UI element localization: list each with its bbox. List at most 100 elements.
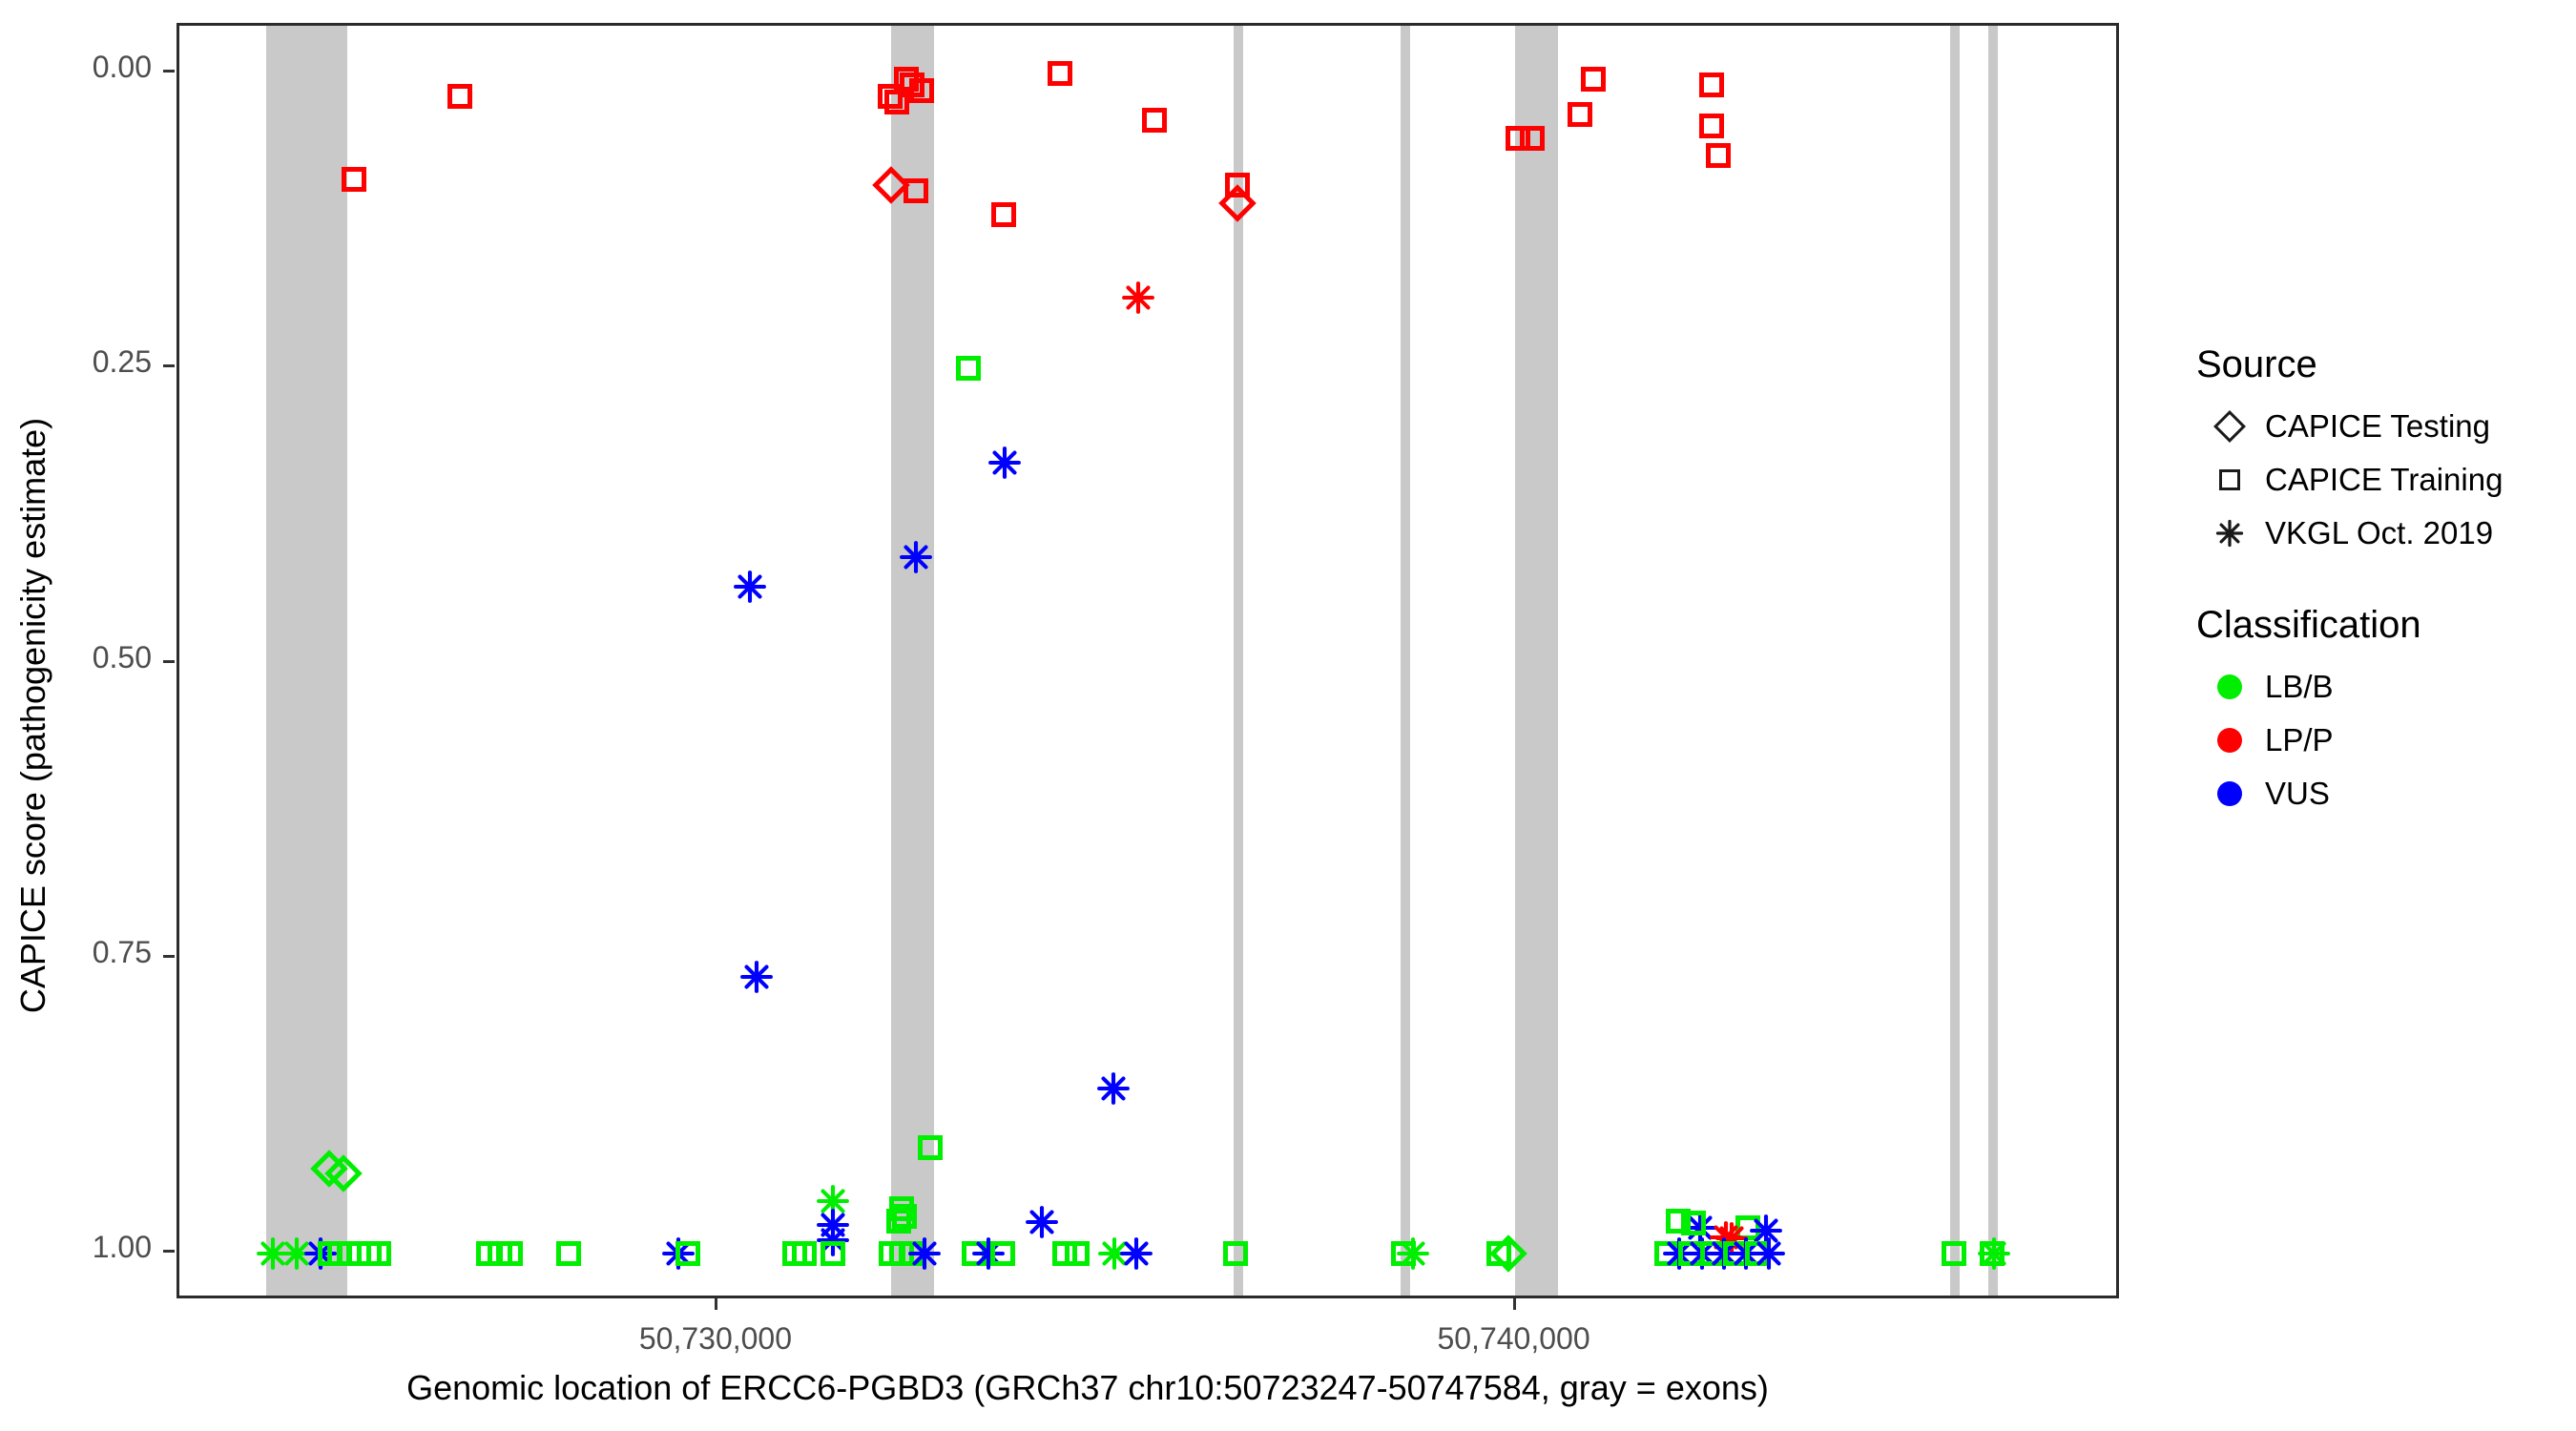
- y-tick-label: 0.25: [92, 344, 152, 379]
- data-point-square: [1065, 1241, 1091, 1267]
- data-point-square: [346, 1241, 372, 1267]
- legend-item-vus[interactable]: VUS: [2194, 767, 2576, 820]
- data-point-asterisk: [988, 446, 1022, 479]
- data-point-square: [989, 1241, 1015, 1267]
- data-point-square: [1722, 1241, 1748, 1267]
- data-point-asterisk: [816, 1223, 849, 1256]
- data-point-square: [1698, 72, 1724, 97]
- data-point-square: [1580, 66, 1606, 92]
- exon-band: [1987, 26, 1998, 1296]
- data-point-asterisk: [1097, 1072, 1130, 1106]
- diamond-icon: [2194, 410, 2265, 443]
- data-point-square: [1699, 114, 1725, 139]
- y-tick-mark: [163, 69, 175, 73]
- data-point-square: [1486, 1241, 1512, 1267]
- data-point-square: [961, 1241, 987, 1267]
- legend-spacer: [2194, 560, 2576, 604]
- data-point-asterisk: [1708, 1237, 1740, 1271]
- data-point-square: [476, 1241, 501, 1267]
- legend-label: VKGL Oct. 2019: [2265, 515, 2494, 550]
- data-point-asterisk: [1025, 1206, 1058, 1238]
- data-point-square: [487, 1241, 512, 1267]
- data-point-asterisk: [816, 1184, 849, 1217]
- data-point-square: [1681, 1211, 1707, 1236]
- y-tick-label: 0.00: [92, 49, 152, 84]
- legend-label: CAPICE Training: [2265, 462, 2503, 497]
- data-point-square: [447, 84, 472, 110]
- data-point-square: [675, 1241, 701, 1267]
- data-point-square: [1735, 1215, 1761, 1241]
- exon-band: [1401, 26, 1411, 1296]
- legend-label: LP/P: [2265, 722, 2334, 757]
- chart-legend: Source CAPICE Testing CAPICE Training: [2194, 343, 2576, 820]
- legend-title-classification: Classification: [2196, 604, 2421, 646]
- y-tick-label: 1.00: [92, 1230, 152, 1265]
- asterisk-icon: [2194, 519, 2265, 548]
- legend-item-lpp[interactable]: LP/P: [2194, 714, 2576, 767]
- data-point-square: [1745, 1241, 1771, 1267]
- x-tick-label: 50,730,000: [638, 1321, 793, 1356]
- data-point-asterisk: [816, 1208, 849, 1241]
- data-point-square: [792, 1241, 818, 1267]
- data-point-square: [1052, 1241, 1078, 1267]
- legend-item-lbb[interactable]: LB/B: [2194, 660, 2576, 714]
- x-tick-mark: [714, 1298, 717, 1310]
- legend-label: LB/B: [2265, 669, 2334, 704]
- y-axis-title: CAPICE score (pathogenicity estimate): [13, 417, 52, 1014]
- exon-band: [1514, 26, 1559, 1296]
- data-point-square: [1700, 1241, 1726, 1267]
- data-point-square: [991, 202, 1017, 228]
- data-point-asterisk: [1685, 1237, 1718, 1271]
- data-point-asterisk: [1120, 1237, 1153, 1271]
- exon-band: [890, 26, 934, 1296]
- data-point-square: [955, 356, 981, 381]
- x-tick-mark: [1512, 1298, 1516, 1310]
- dot-icon: [2194, 781, 2265, 806]
- data-point-asterisk: [1097, 1237, 1131, 1271]
- data-point-square: [1653, 1241, 1679, 1267]
- legend-item-capice-testing[interactable]: CAPICE Testing: [2194, 400, 2576, 453]
- data-point-square: [1677, 1241, 1703, 1267]
- data-point-square: [356, 1241, 382, 1267]
- plot-panel: [177, 23, 2119, 1298]
- data-point-square: [365, 1241, 391, 1267]
- data-point-square: [1665, 1208, 1691, 1234]
- exon-band: [265, 26, 347, 1296]
- data-point-square: [1141, 108, 1167, 134]
- legend-item-capice-training[interactable]: CAPICE Training: [2194, 453, 2576, 507]
- legend-title-source: Source: [2196, 343, 2317, 385]
- data-point-asterisk: [1730, 1237, 1763, 1271]
- data-point-asterisk: [1709, 1221, 1742, 1255]
- legend-label: CAPICE Testing: [2265, 408, 2490, 444]
- data-point-asterisk: [1752, 1237, 1785, 1271]
- data-point-square: [555, 1241, 581, 1267]
- y-tick-mark: [163, 1250, 175, 1254]
- exon-band: [1234, 26, 1244, 1296]
- y-tick-label: 0.75: [92, 934, 152, 969]
- data-point-asterisk: [662, 1237, 696, 1271]
- y-tick-label: 0.50: [92, 639, 152, 674]
- legend-label: VUS: [2265, 776, 2330, 811]
- data-point-asterisk: [1749, 1213, 1782, 1247]
- legend-item-vkgl[interactable]: VKGL Oct. 2019: [2194, 507, 2576, 560]
- data-point-square: [1706, 143, 1732, 169]
- data-point-asterisk: [1122, 280, 1154, 314]
- dot-icon: [2194, 674, 2265, 699]
- data-point-asterisk: [1715, 1222, 1749, 1255]
- data-point-asterisk: [734, 570, 767, 603]
- data-point-asterisk: [1684, 1212, 1716, 1245]
- data-point-asterisk: [971, 1237, 1005, 1271]
- y-tick-mark: [163, 364, 175, 367]
- data-point-square: [820, 1241, 845, 1267]
- data-point-square: [782, 1241, 808, 1267]
- dot-icon: [2194, 728, 2265, 753]
- square-icon: [2194, 469, 2265, 490]
- data-point-square: [1568, 101, 1593, 127]
- x-tick-label: 50,740,000: [1437, 1321, 1590, 1356]
- data-point-square: [1048, 60, 1072, 86]
- y-tick-mark: [163, 659, 175, 663]
- y-tick-mark: [163, 954, 175, 958]
- exon-band: [1949, 26, 1960, 1296]
- data-point-square: [498, 1241, 524, 1267]
